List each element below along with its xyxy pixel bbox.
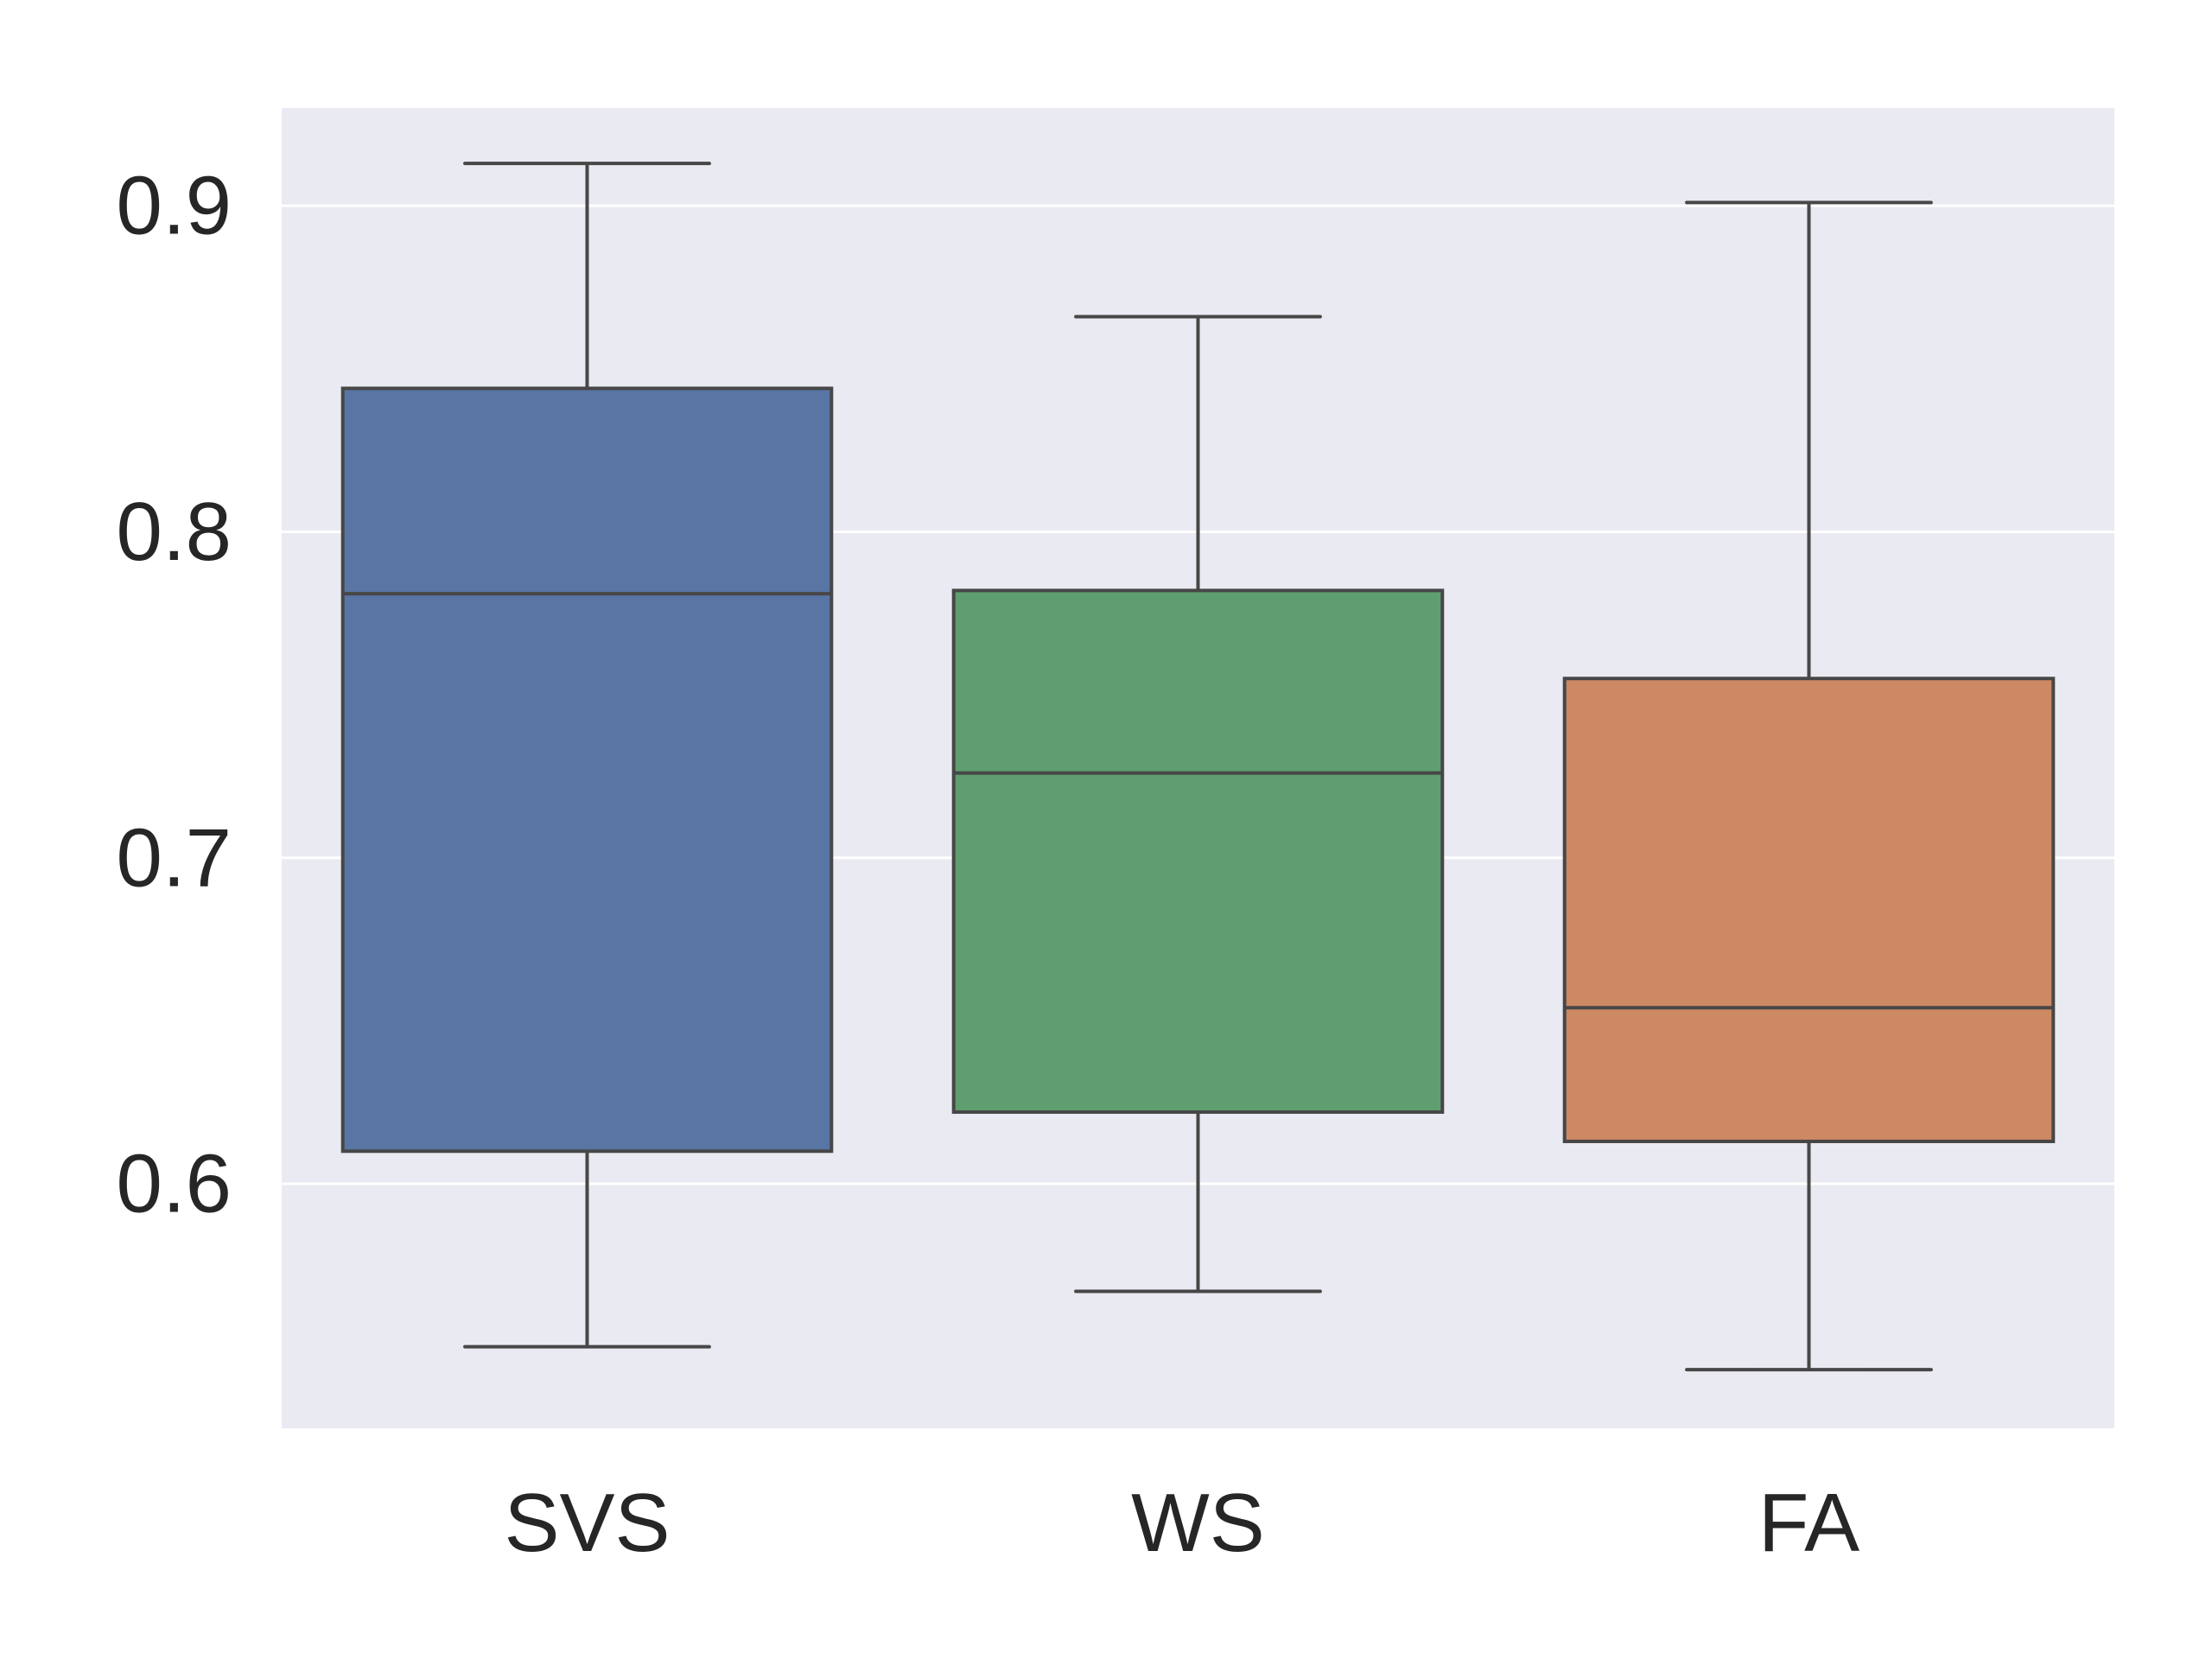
box-fa [1562, 200, 2056, 1372]
boxes [340, 162, 2056, 1372]
x-tick-label: SVS [504, 1477, 670, 1569]
y-tick-label: 0.7 [117, 811, 232, 904]
iqr-box [951, 588, 1445, 1115]
y-tick-labels: 0.6 0.7 0.8 0.9 [117, 160, 232, 1230]
x-tick-labels: SVS WS FA [504, 1477, 1859, 1569]
x-tick-label: FA [1758, 1477, 1859, 1569]
y-tick-label: 0.8 [117, 486, 232, 578]
y-tick-label: 0.9 [117, 160, 232, 252]
iqr-box [1562, 677, 2056, 1143]
box-svs [340, 162, 834, 1349]
y-tick-label: 0.6 [117, 1138, 232, 1230]
iqr-box [340, 386, 834, 1154]
box-ws [951, 315, 1445, 1294]
x-tick-label: WS [1131, 1477, 1265, 1569]
